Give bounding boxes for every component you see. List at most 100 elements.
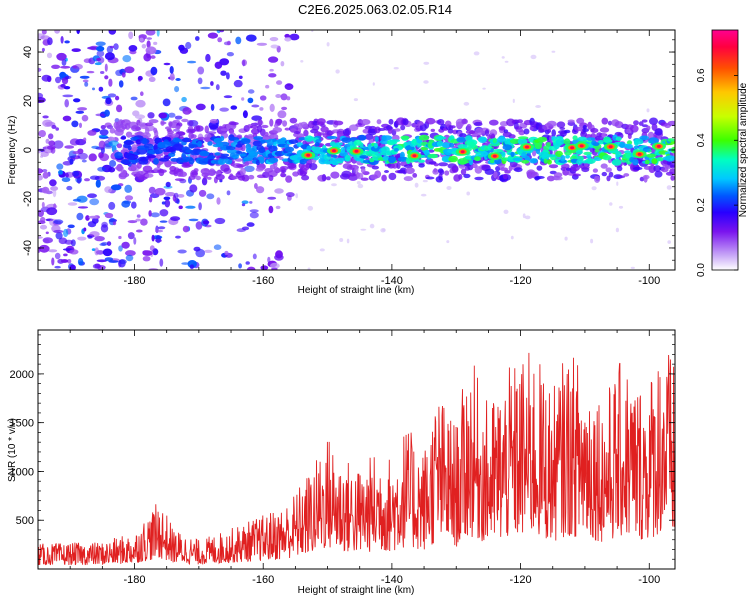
- heatmap-cell: [104, 52, 115, 61]
- heatmap-cell: [207, 155, 216, 159]
- heatmap-cell: [268, 73, 277, 78]
- heatmap-cell: [522, 213, 526, 219]
- heatmap-cell: [159, 258, 164, 267]
- heatmap-cell: [148, 210, 152, 217]
- heatmap-cell: [51, 257, 55, 266]
- heatmap-cell: [210, 81, 214, 86]
- heatmap-cell: [280, 93, 288, 101]
- heatmap-cell: [252, 140, 263, 147]
- heatmap-cell: [388, 172, 397, 181]
- heatmap-cell: [245, 261, 250, 265]
- heatmap-cell: [555, 150, 563, 157]
- heatmap-cell: [183, 137, 190, 143]
- heatmap-cell: [197, 77, 203, 85]
- heatmap-cell: [85, 215, 90, 221]
- heatmap-cell: [76, 30, 80, 35]
- heatmap-cell: [372, 82, 375, 86]
- heatmap-cell: [50, 186, 59, 191]
- heatmap-cell: [497, 136, 507, 143]
- heatmap-cell: [247, 97, 254, 104]
- heatmap-cell: [245, 34, 257, 42]
- heatmap-cell: [391, 162, 399, 169]
- heatmap-cell: [397, 156, 409, 162]
- heatmap-cell: [173, 128, 180, 132]
- heatmap-cell: [387, 128, 393, 134]
- heatmap-cell: [55, 76, 61, 84]
- y-tick-label: 500: [16, 515, 34, 527]
- heatmap-cell: [223, 95, 233, 99]
- heatmap-cell: [233, 79, 243, 88]
- heatmap-cell: [157, 169, 167, 174]
- heatmap-cell: [506, 118, 516, 127]
- heatmap-cell: [142, 250, 153, 256]
- heatmap-cell: [638, 121, 644, 126]
- heatmap-cell: [112, 221, 117, 226]
- heatmap-cell: [220, 70, 227, 76]
- heatmap-cell: [420, 193, 427, 197]
- heatmap-cell: [99, 243, 107, 246]
- heatmap-cell: [564, 236, 568, 241]
- heatmap-cell: [214, 217, 226, 225]
- heatmap-cell: [441, 155, 452, 163]
- heatmap-cell: [48, 140, 56, 147]
- heatmap-cell: [374, 170, 382, 179]
- heatmap-cell: [102, 248, 113, 257]
- heatmap-cell: [262, 171, 270, 178]
- heatmap-cell: [133, 237, 137, 245]
- heatmap-cell: [69, 249, 79, 255]
- heatmap-cell: [213, 137, 222, 144]
- heatmap-cell: [76, 212, 84, 221]
- heatmap-cell: [607, 120, 613, 126]
- heatmap-cell: [219, 155, 229, 159]
- heatmap-cell: [484, 168, 495, 175]
- heatmap-cell: [601, 117, 609, 125]
- heatmap-cell: [60, 36, 64, 44]
- heatmap-cell: [168, 112, 176, 118]
- heatmap-cell: [394, 128, 401, 132]
- heatmap-cell: [177, 249, 187, 254]
- heatmap-cell: [489, 159, 495, 164]
- heatmap-cell: [480, 151, 489, 157]
- heatmap-cell: [473, 121, 483, 127]
- heatmap-cell: [41, 30, 47, 35]
- heatmap-cell: [195, 103, 206, 111]
- heatmap-cell: [254, 183, 258, 189]
- heatmap-cell: [89, 231, 100, 238]
- heatmap-cell: [432, 168, 440, 175]
- spectrogram-ylabel: Frequency (Hz): [7, 116, 18, 185]
- heatmap-cell: [174, 178, 185, 182]
- heatmap-cell: [190, 134, 197, 139]
- heatmap-cell: [273, 162, 278, 168]
- heatmap-cell: [197, 66, 205, 75]
- heatmap-cell: [189, 184, 198, 193]
- heatmap-cell: [97, 166, 106, 172]
- heatmap-cell: [258, 147, 266, 154]
- heatmap-cell: [54, 252, 61, 260]
- heatmap-cell: [418, 134, 430, 141]
- heatmap-cell: [87, 221, 97, 228]
- heatmap-cell: [463, 173, 471, 179]
- heatmap-cell: [586, 154, 592, 159]
- heatmap-cell: [487, 144, 492, 151]
- heatmap-cell: [104, 257, 114, 262]
- heatmap-cell: [489, 119, 499, 126]
- heatmap-cell: [642, 148, 651, 152]
- heatmap-cell: [471, 163, 478, 169]
- heatmap-cell: [360, 119, 371, 125]
- heatmap-cell: [136, 214, 141, 218]
- heatmap-cell: [667, 240, 671, 244]
- heatmap-cell: [140, 218, 148, 226]
- heatmap-cell: [45, 231, 49, 235]
- heatmap-cell: [456, 136, 467, 143]
- heatmap-cell: [71, 170, 80, 177]
- heatmap-cell: [581, 167, 590, 173]
- heatmap-cell: [146, 40, 151, 48]
- heatmap-cell: [510, 235, 514, 240]
- heatmap-cell: [169, 72, 175, 81]
- heatmap-cell: [354, 149, 359, 153]
- heatmap-cell: [99, 153, 110, 162]
- heatmap-cell: [499, 167, 509, 171]
- heatmap-cell: [135, 218, 141, 222]
- heatmap-cell: [63, 86, 71, 90]
- heatmap-cell: [200, 86, 211, 90]
